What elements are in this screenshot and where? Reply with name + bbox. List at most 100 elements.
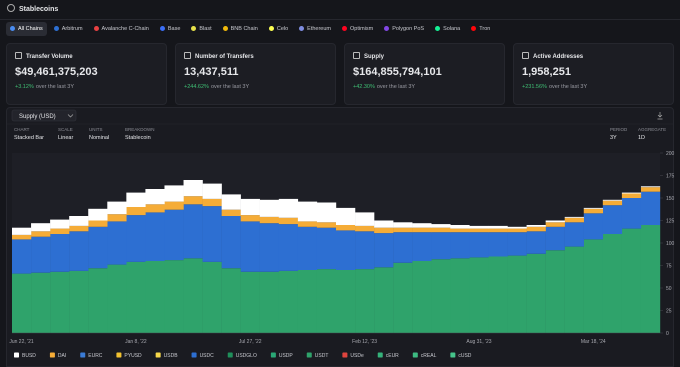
bar-segment — [412, 261, 432, 333]
legend-swatch[interactable] — [450, 352, 456, 358]
bar-segment — [507, 255, 527, 333]
bar-segment — [164, 201, 184, 210]
chain-tab[interactable]: All Chains — [6, 22, 47, 36]
legend-swatch[interactable] — [14, 352, 19, 358]
control-value[interactable]: Stablecoin — [125, 135, 151, 141]
chain-tab[interactable]: Base — [156, 22, 185, 36]
card-value: $49,461,375,203 — [15, 66, 98, 78]
legend-swatch[interactable] — [80, 352, 86, 358]
bar-segment — [469, 257, 489, 333]
y-tick-label: 75 — [666, 263, 672, 269]
chain-tab[interactable]: Ethereum — [295, 22, 335, 36]
legend-label[interactable]: cUSD — [458, 353, 471, 359]
dropdown-caret — [67, 114, 74, 118]
card-title-text: Active Addresses — [533, 54, 584, 60]
metric-dropdown[interactable] — [11, 109, 77, 122]
bar-segment — [202, 198, 222, 207]
bar-segment — [88, 226, 108, 269]
legend-swatch[interactable] — [191, 352, 197, 358]
legend-swatch[interactable] — [412, 352, 418, 358]
legend-label[interactable]: cREAL — [421, 353, 437, 359]
bar-segment — [126, 207, 146, 216]
control-value[interactable]: 1D — [638, 135, 645, 141]
bar-segment — [526, 253, 546, 333]
x-tick-label: Mar 18, '24 — [581, 339, 606, 345]
bar-segment — [621, 193, 642, 198]
card-change: +3.12% over the last 3Y — [15, 84, 74, 90]
legend-swatch[interactable] — [306, 352, 312, 358]
control-value[interactable]: 3Y — [610, 135, 617, 141]
y-tick-label: 175 — [666, 173, 675, 179]
x-tick-label: Jan 8, '22 — [125, 339, 147, 345]
card-icon — [522, 52, 529, 59]
chain-tab[interactable]: Optimism — [338, 22, 377, 36]
legend-label[interactable]: BUSD — [22, 353, 36, 359]
bar-segment — [202, 183, 222, 199]
bar-segment — [621, 228, 642, 333]
bar-segment — [450, 258, 470, 333]
chain-tab[interactable]: Tron — [467, 22, 494, 36]
change-period: over the last 3Y — [35, 84, 75, 90]
y-tick-label: 100 — [666, 241, 675, 247]
bar-segment — [297, 221, 318, 227]
chain-tab[interactable]: Polygon PoS — [380, 22, 428, 36]
bar-segment — [488, 256, 508, 333]
bar-segment — [69, 216, 89, 226]
y-tick-label: 25 — [666, 308, 672, 314]
bar-segment — [393, 232, 413, 263]
card-title-text: Number of Transfers — [195, 54, 254, 60]
change-value: +231.56% — [522, 84, 547, 90]
legend-swatch[interactable] — [116, 352, 122, 358]
legend-label[interactable]: USDT — [315, 353, 329, 359]
card-icon — [184, 52, 191, 59]
legend-swatch[interactable] — [155, 352, 161, 358]
legend-label[interactable]: PYUSD — [124, 353, 142, 359]
bar-segment — [450, 228, 470, 233]
bar-segment — [469, 228, 489, 233]
legend-label[interactable]: EURC — [88, 353, 103, 359]
legend-swatch[interactable] — [227, 352, 233, 358]
bar-segment — [374, 267, 394, 333]
bar-segment — [621, 198, 642, 229]
bar-segment — [12, 227, 32, 235]
header: Stablecoins — [0, 0, 680, 20]
legend-label[interactable]: USDB — [164, 353, 179, 359]
legend-label[interactable]: USDC — [200, 353, 215, 359]
bar-segment — [602, 199, 623, 201]
bar-segment — [221, 268, 241, 333]
legend-swatch[interactable] — [49, 352, 55, 358]
chain-tab[interactable]: BNB Chain — [219, 22, 262, 36]
bar-segment — [621, 192, 642, 194]
tab-icon — [93, 25, 99, 31]
bar-segment — [240, 215, 260, 222]
bar-segment — [336, 207, 356, 225]
tab-label: BNB Chain — [230, 26, 258, 32]
bar-segment — [545, 220, 565, 223]
bar-segment — [221, 216, 241, 269]
bar-segment — [355, 212, 375, 226]
bar-segment — [145, 212, 165, 261]
bar-segment — [526, 225, 546, 227]
legend-swatch[interactable] — [377, 352, 383, 358]
legend-label[interactable]: DAI — [58, 353, 66, 359]
legend-swatch[interactable] — [270, 352, 276, 358]
chain-tab[interactable]: Celo — [265, 22, 292, 36]
legend-label[interactable]: USDe — [350, 353, 364, 359]
chain-tab[interactable]: Solana — [431, 22, 464, 36]
legend-label[interactable]: USDP — [279, 353, 294, 359]
legend-label[interactable]: USDGLO — [236, 353, 257, 359]
tab-label: Optimism — [350, 26, 374, 32]
control-value[interactable]: Nominal — [89, 135, 109, 141]
legend-label[interactable]: cEUR — [386, 353, 399, 359]
legend-swatch[interactable] — [342, 352, 348, 358]
y-tick-label: 50 — [666, 286, 672, 292]
bar-segment — [355, 225, 375, 232]
bar-segment — [507, 232, 527, 256]
chain-tab[interactable]: Blast — [187, 22, 215, 36]
chain-tab[interactable]: Arbitrum — [50, 22, 87, 36]
download-icon[interactable] — [657, 112, 663, 120]
bar-segment — [31, 223, 51, 232]
chain-tab[interactable]: Avalanche C-Chain — [90, 22, 153, 36]
control-value[interactable]: Linear — [58, 135, 73, 141]
control-value[interactable]: Stacked Bar — [14, 135, 44, 141]
